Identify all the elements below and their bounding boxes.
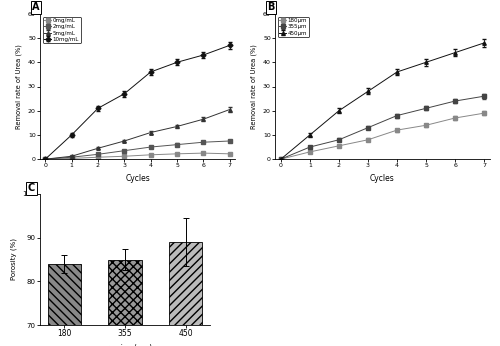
X-axis label: Cycles: Cycles <box>125 174 150 183</box>
X-axis label: pore size (μm): pore size (μm) <box>98 344 152 346</box>
Bar <box>108 260 142 346</box>
Y-axis label: Removal rate of Urea (%): Removal rate of Urea (%) <box>16 44 22 129</box>
Y-axis label: Porosity (%): Porosity (%) <box>10 238 17 281</box>
Legend: 180μm, 355μm, 450μm: 180μm, 355μm, 450μm <box>278 17 309 37</box>
Bar <box>48 264 81 346</box>
Bar <box>169 242 202 346</box>
Text: B: B <box>267 2 274 12</box>
X-axis label: Cycles: Cycles <box>370 174 395 183</box>
Text: C: C <box>28 183 35 193</box>
Y-axis label: Removal rate of Urea (%): Removal rate of Urea (%) <box>251 44 258 129</box>
Legend: 0mg/mL, 2mg/mL, 5mg/mL, 10mg/mL: 0mg/mL, 2mg/mL, 5mg/mL, 10mg/mL <box>43 17 81 43</box>
Text: A: A <box>32 2 40 12</box>
